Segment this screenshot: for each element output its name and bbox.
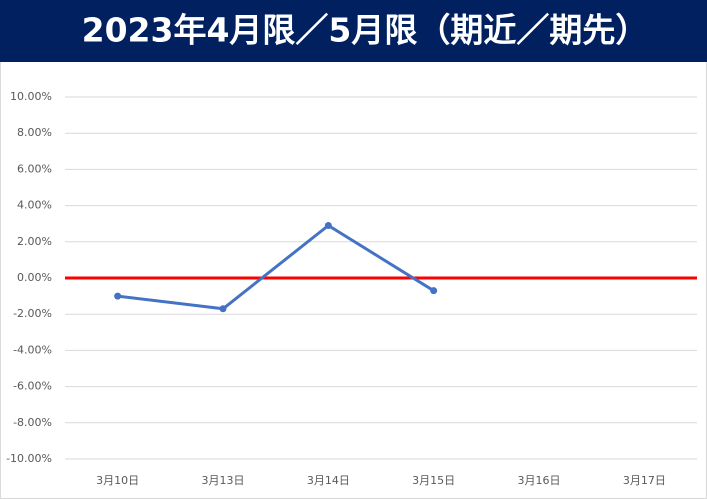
- y-tick-label: -10.00%: [6, 452, 52, 465]
- data-point: [324, 222, 332, 230]
- series-line: [117, 224, 435, 311]
- chart-title: 2023年4月限／5月限（期近／期先）: [82, 11, 649, 50]
- y-tick-label: 6.00%: [17, 162, 52, 175]
- title-banner: [0, 0, 707, 62]
- data-point: [430, 287, 438, 295]
- y-tick-label: 4.00%: [17, 199, 52, 212]
- y-tick-label: -2.00%: [13, 307, 52, 320]
- y-tick-label: 8.00%: [17, 126, 52, 139]
- y-tick-label: 0.00%: [17, 271, 52, 284]
- x-tick-label: 3月10日: [96, 474, 139, 487]
- y-tick-label: 10.00%: [10, 90, 52, 103]
- y-tick-label: -4.00%: [13, 343, 52, 356]
- data-point: [219, 305, 227, 313]
- x-tick-label: 3月13日: [202, 474, 245, 487]
- x-tick-label: 3月16日: [518, 474, 561, 487]
- y-tick-label: -8.00%: [13, 416, 52, 429]
- y-tick-label: 2.00%: [17, 235, 52, 248]
- x-tick-label: 3月14日: [307, 474, 350, 487]
- y-tick-label: -6.00%: [13, 380, 52, 393]
- x-tick-label: 3月17日: [623, 474, 666, 487]
- x-tick-label: 3月15日: [412, 474, 455, 487]
- data-point: [114, 292, 122, 300]
